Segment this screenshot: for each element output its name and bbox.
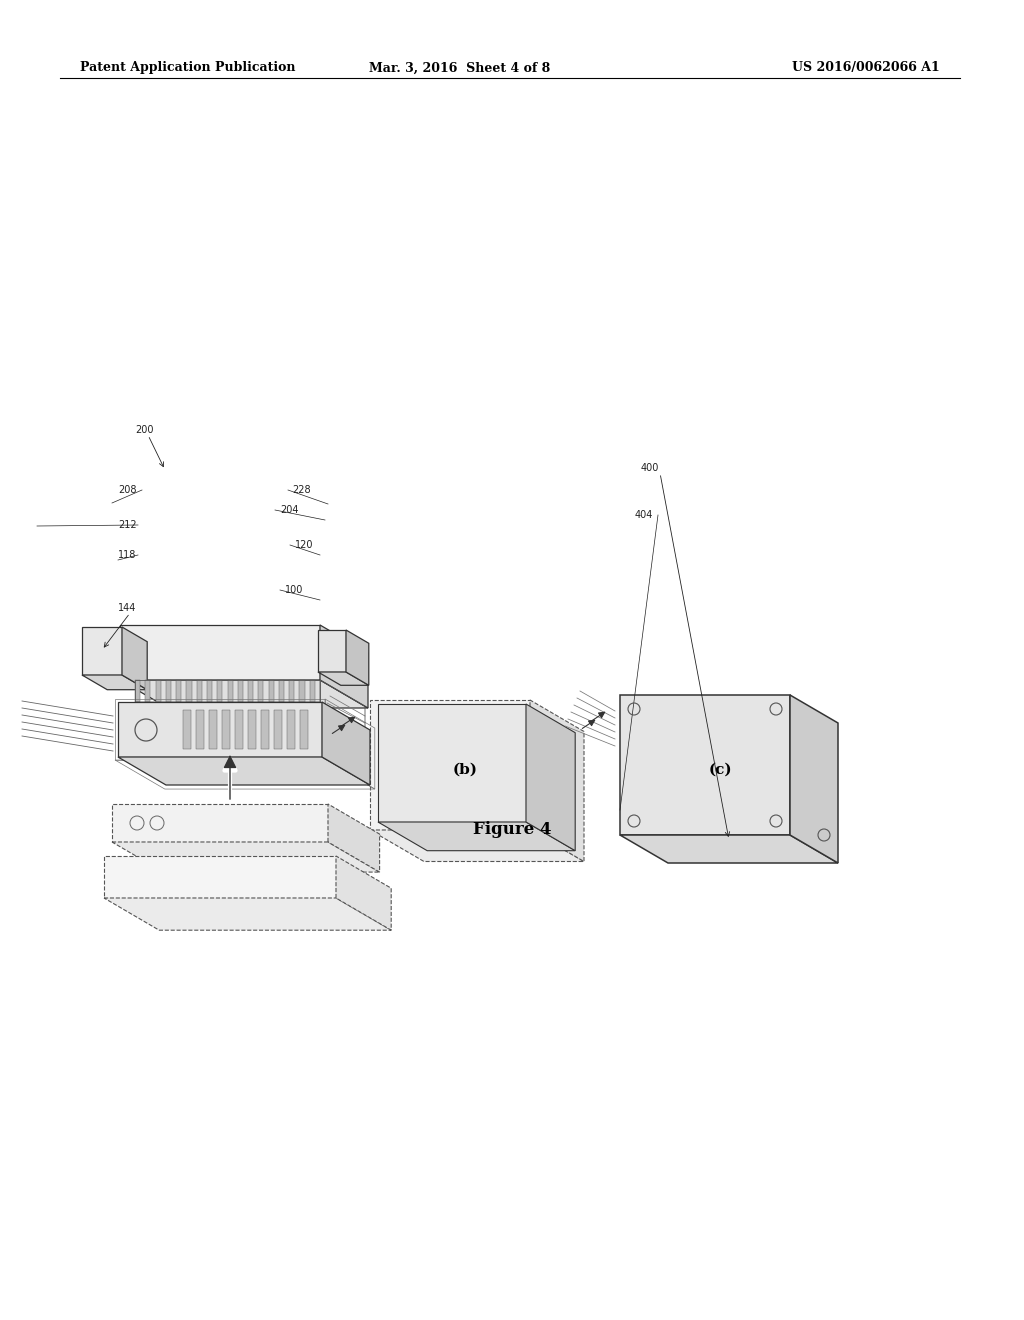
Polygon shape — [318, 630, 346, 672]
Polygon shape — [346, 630, 369, 685]
Polygon shape — [238, 680, 243, 702]
Text: 200: 200 — [135, 425, 154, 436]
Polygon shape — [209, 710, 217, 748]
Polygon shape — [227, 680, 232, 702]
Polygon shape — [112, 804, 328, 842]
Polygon shape — [274, 710, 282, 748]
Polygon shape — [183, 710, 191, 748]
Polygon shape — [112, 842, 380, 873]
Polygon shape — [620, 836, 838, 863]
Text: 228: 228 — [292, 484, 310, 495]
Polygon shape — [135, 680, 140, 702]
Polygon shape — [217, 680, 222, 702]
Polygon shape — [145, 680, 151, 702]
Text: Figure 4: Figure 4 — [473, 821, 551, 838]
Polygon shape — [620, 696, 790, 836]
Text: 212: 212 — [118, 520, 136, 531]
Polygon shape — [261, 710, 269, 748]
Polygon shape — [309, 680, 314, 702]
Polygon shape — [328, 804, 380, 873]
Polygon shape — [234, 710, 243, 748]
Polygon shape — [120, 624, 319, 680]
Polygon shape — [82, 627, 122, 675]
Text: 404: 404 — [635, 510, 653, 520]
Polygon shape — [279, 680, 284, 702]
Polygon shape — [370, 700, 530, 830]
Polygon shape — [268, 680, 273, 702]
Polygon shape — [156, 680, 161, 702]
Text: 208: 208 — [118, 484, 136, 495]
Text: (b): (b) — [453, 763, 477, 777]
Text: Mar. 3, 2016  Sheet 4 of 8: Mar. 3, 2016 Sheet 4 of 8 — [370, 62, 551, 74]
Text: 100: 100 — [285, 585, 303, 595]
Text: 144: 144 — [118, 603, 136, 612]
Polygon shape — [258, 680, 263, 702]
Polygon shape — [166, 680, 171, 702]
Text: 204: 204 — [280, 506, 299, 515]
Polygon shape — [530, 700, 584, 862]
Polygon shape — [197, 680, 202, 702]
Polygon shape — [322, 702, 370, 785]
Polygon shape — [287, 710, 295, 748]
Polygon shape — [370, 830, 584, 862]
Polygon shape — [378, 704, 526, 822]
Text: 400: 400 — [641, 463, 659, 473]
Polygon shape — [378, 822, 575, 850]
Polygon shape — [196, 710, 204, 748]
Polygon shape — [526, 704, 575, 850]
Polygon shape — [248, 710, 256, 748]
Polygon shape — [318, 672, 369, 685]
Polygon shape — [790, 696, 838, 863]
Polygon shape — [186, 680, 191, 702]
Text: US 2016/0062066 A1: US 2016/0062066 A1 — [793, 62, 940, 74]
Polygon shape — [319, 624, 368, 708]
Polygon shape — [118, 702, 322, 756]
Text: (a): (a) — [198, 763, 222, 777]
Polygon shape — [122, 627, 147, 689]
Polygon shape — [336, 855, 391, 931]
Polygon shape — [300, 710, 308, 748]
Polygon shape — [176, 680, 181, 702]
Polygon shape — [120, 680, 368, 708]
Polygon shape — [207, 680, 212, 702]
Polygon shape — [118, 756, 370, 785]
Polygon shape — [104, 855, 336, 898]
Text: Patent Application Publication: Patent Application Publication — [80, 62, 296, 74]
Polygon shape — [82, 675, 147, 689]
Polygon shape — [248, 680, 253, 702]
Text: (c): (c) — [709, 763, 732, 777]
Polygon shape — [289, 680, 294, 702]
Polygon shape — [299, 680, 304, 702]
Text: 118: 118 — [118, 550, 136, 560]
Text: 120: 120 — [295, 540, 313, 550]
Polygon shape — [104, 898, 391, 931]
Polygon shape — [222, 710, 230, 748]
